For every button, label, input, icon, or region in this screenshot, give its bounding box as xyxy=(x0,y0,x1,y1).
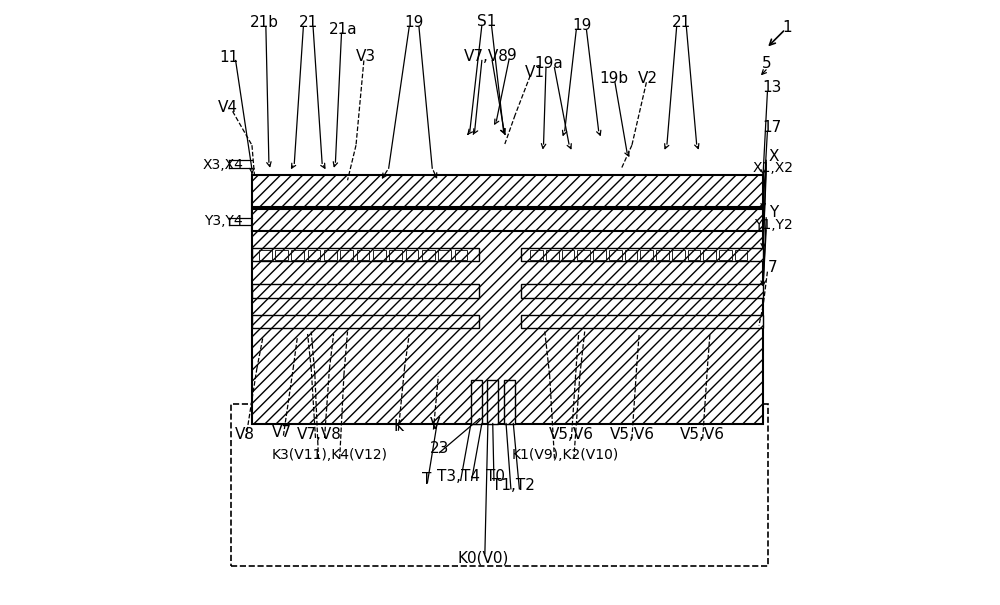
Bar xyxy=(703,250,716,260)
Text: 19a: 19a xyxy=(534,56,563,71)
Bar xyxy=(688,250,700,260)
Text: 1: 1 xyxy=(783,20,792,34)
Text: 21: 21 xyxy=(672,16,691,30)
Text: V: V xyxy=(429,417,440,432)
Bar xyxy=(640,250,653,260)
Bar xyxy=(252,248,479,261)
Bar xyxy=(275,250,288,260)
Bar xyxy=(389,250,402,260)
Text: S1: S1 xyxy=(477,14,496,28)
Text: 5: 5 xyxy=(761,56,771,71)
Text: V7,V8: V7,V8 xyxy=(464,50,509,64)
Bar xyxy=(406,250,418,260)
Bar xyxy=(719,250,732,260)
Bar xyxy=(259,250,272,260)
Text: T: T xyxy=(422,472,431,486)
Text: V8: V8 xyxy=(235,427,255,442)
Bar xyxy=(625,250,637,260)
Bar xyxy=(438,250,451,260)
Bar xyxy=(609,250,622,260)
Text: X: X xyxy=(768,149,779,163)
Bar xyxy=(504,380,515,424)
Text: V5,V6: V5,V6 xyxy=(549,427,594,442)
Text: V5,V6: V5,V6 xyxy=(680,427,725,442)
Text: K1(V9),K2(V10): K1(V9),K2(V10) xyxy=(512,448,619,462)
Text: 7: 7 xyxy=(767,260,777,275)
Bar xyxy=(521,315,763,328)
Bar xyxy=(521,248,763,261)
Bar xyxy=(735,250,747,260)
Text: T3,T4: T3,T4 xyxy=(437,469,480,484)
Text: 23: 23 xyxy=(430,442,449,456)
Text: T1,T2: T1,T2 xyxy=(492,478,535,492)
Text: 21: 21 xyxy=(299,16,318,30)
Text: V7: V7 xyxy=(272,425,292,440)
Text: 19b: 19b xyxy=(599,71,628,86)
Bar xyxy=(231,404,768,566)
Text: 11: 11 xyxy=(219,50,239,65)
Bar xyxy=(422,250,435,260)
Bar xyxy=(530,250,543,260)
Bar xyxy=(521,284,763,298)
Bar xyxy=(291,250,304,260)
Text: V5,V6: V5,V6 xyxy=(609,427,654,442)
Text: Y: Y xyxy=(769,206,778,220)
Text: 13: 13 xyxy=(763,80,782,95)
Bar xyxy=(252,315,479,328)
Bar xyxy=(656,250,669,260)
Text: 9: 9 xyxy=(507,48,517,63)
Text: V2: V2 xyxy=(638,71,658,86)
Bar xyxy=(252,284,479,298)
Bar xyxy=(252,200,763,424)
Bar xyxy=(546,250,559,260)
Bar xyxy=(577,250,590,260)
Bar xyxy=(357,250,369,260)
Text: 19: 19 xyxy=(404,16,424,30)
Bar xyxy=(672,250,685,260)
Text: 17: 17 xyxy=(763,120,782,134)
Bar xyxy=(252,209,763,231)
Text: V7,V8: V7,V8 xyxy=(297,427,342,442)
Bar xyxy=(252,175,763,207)
Text: K: K xyxy=(393,419,403,434)
Bar xyxy=(324,250,337,260)
Text: X3,X4: X3,X4 xyxy=(202,157,243,172)
Text: K3(V11),K4(V12): K3(V11),K4(V12) xyxy=(271,448,387,462)
Text: 19: 19 xyxy=(572,18,591,33)
Text: K0(V0): K0(V0) xyxy=(457,551,509,565)
Bar xyxy=(487,380,498,424)
Text: V4: V4 xyxy=(218,100,238,115)
Text: T0: T0 xyxy=(486,469,505,484)
Text: V1: V1 xyxy=(524,65,544,80)
Text: 21a: 21a xyxy=(328,22,357,36)
Text: Y1,Y2: Y1,Y2 xyxy=(754,218,793,232)
Bar xyxy=(373,250,386,260)
Bar xyxy=(593,250,606,260)
Bar xyxy=(455,250,467,260)
Bar xyxy=(340,250,353,260)
Text: V3: V3 xyxy=(356,50,376,64)
Bar xyxy=(471,380,482,424)
Bar xyxy=(562,250,574,260)
Text: X1,X2: X1,X2 xyxy=(753,161,794,175)
Text: Y3,Y4: Y3,Y4 xyxy=(204,214,242,228)
Text: 21b: 21b xyxy=(250,16,279,30)
Bar xyxy=(308,250,320,260)
